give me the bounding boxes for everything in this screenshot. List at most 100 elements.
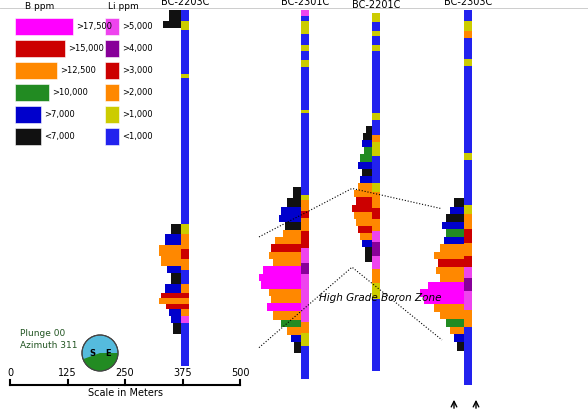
Bar [446, 229, 464, 237]
Bar [301, 195, 309, 200]
Bar [301, 45, 309, 50]
Bar [181, 234, 189, 249]
Bar [464, 38, 472, 59]
Bar [362, 140, 372, 147]
Bar [446, 319, 464, 327]
Bar [181, 21, 189, 26]
Bar [464, 152, 472, 160]
Bar [301, 322, 309, 333]
Bar [181, 284, 189, 293]
Bar [450, 327, 464, 335]
Bar [372, 36, 380, 45]
Bar [358, 226, 372, 233]
Bar [171, 273, 181, 284]
Bar [181, 30, 189, 74]
Bar [356, 197, 372, 204]
Bar [428, 282, 464, 290]
Bar [171, 316, 181, 323]
Bar [372, 13, 380, 371]
Bar [281, 320, 301, 328]
Bar [181, 293, 189, 298]
Bar [450, 207, 464, 214]
Bar [163, 21, 181, 28]
Text: >2,000: >2,000 [122, 88, 153, 97]
Bar [181, 223, 189, 234]
Bar [464, 256, 472, 267]
Bar [181, 316, 189, 323]
Bar [105, 128, 119, 145]
Bar [15, 40, 65, 57]
Bar [15, 62, 57, 79]
Bar [360, 154, 372, 161]
Bar [364, 147, 372, 154]
Bar [301, 231, 309, 248]
Bar [181, 10, 189, 21]
Bar [273, 259, 301, 266]
Bar [464, 205, 472, 214]
Text: BC-2303C: BC-2303C [444, 0, 492, 7]
Text: Plunge 00: Plunge 00 [20, 329, 65, 338]
Bar [464, 310, 472, 327]
Bar [372, 45, 380, 50]
Bar [360, 176, 372, 183]
Text: Li ppm: Li ppm [108, 2, 139, 11]
Bar [181, 259, 189, 270]
Bar [372, 156, 380, 183]
Bar [15, 128, 41, 145]
Bar [301, 10, 309, 16]
Bar [372, 50, 380, 113]
Bar [171, 223, 181, 234]
Bar [291, 335, 301, 342]
Bar [372, 142, 380, 156]
Bar [301, 113, 309, 195]
Bar [464, 59, 472, 66]
Text: High Grade Boron Zone: High Grade Boron Zone [319, 293, 441, 303]
Bar [181, 298, 189, 304]
Bar [301, 67, 309, 109]
Bar [436, 267, 464, 274]
Text: B ppm: B ppm [25, 2, 54, 11]
Bar [301, 16, 309, 21]
Bar [181, 74, 189, 78]
Bar [285, 222, 301, 230]
Bar [105, 84, 119, 101]
Wedge shape [83, 353, 118, 371]
Bar [356, 219, 372, 226]
Bar [181, 249, 189, 259]
Text: >17,500: >17,500 [76, 22, 112, 31]
Bar [105, 62, 119, 79]
Bar [269, 252, 301, 259]
Bar [275, 237, 301, 244]
Text: 250: 250 [116, 368, 134, 378]
Bar [372, 299, 380, 371]
Bar [269, 289, 301, 296]
Text: 0: 0 [7, 368, 13, 378]
Bar [362, 240, 372, 247]
Bar [301, 34, 309, 45]
Bar [457, 342, 464, 351]
Bar [181, 10, 189, 366]
Bar [301, 248, 309, 263]
Text: >10,000: >10,000 [52, 88, 88, 97]
Bar [281, 207, 301, 215]
Bar [442, 222, 464, 229]
Text: <1,000: <1,000 [122, 132, 153, 141]
Text: 500: 500 [230, 368, 249, 378]
Bar [464, 214, 472, 229]
Bar [372, 256, 380, 269]
Bar [372, 135, 380, 142]
Bar [354, 190, 372, 197]
Bar [440, 274, 464, 282]
Bar [261, 281, 301, 289]
Bar [358, 161, 372, 169]
Bar [464, 10, 472, 21]
Bar [424, 297, 464, 304]
Bar [372, 283, 380, 299]
Bar [464, 10, 472, 385]
Bar [301, 28, 309, 34]
Bar [287, 328, 301, 335]
Bar [294, 342, 301, 353]
Bar [105, 40, 119, 57]
Bar [440, 244, 464, 252]
Bar [444, 237, 464, 244]
